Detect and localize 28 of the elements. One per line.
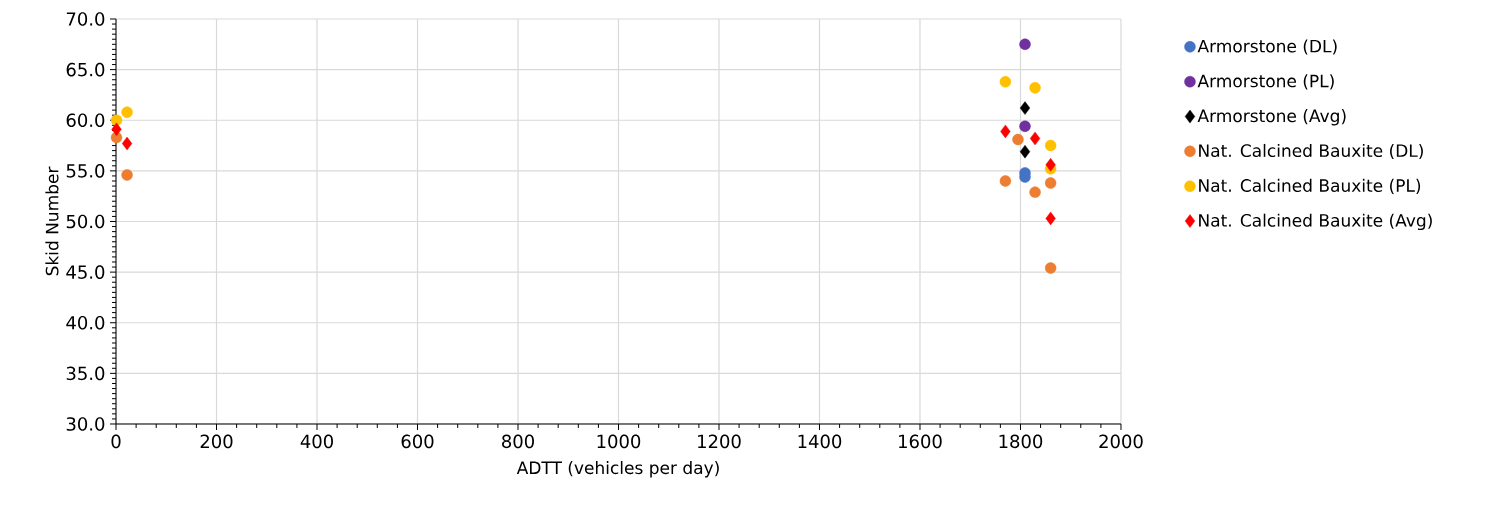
- x-tick-label: 1800: [999, 434, 1043, 449]
- y-axis-title: Skid Number: [45, 166, 59, 276]
- y-tick-label: 55.0: [66, 164, 105, 178]
- x-tick-label: 1600: [899, 434, 942, 449]
- legend-label: Nat. Calcined Bauxite (DL): [1199, 143, 1423, 160]
- x-tick-label: 1400: [798, 434, 842, 449]
- x-axis-title: ADTT (vehicles per day): [516, 460, 719, 478]
- legend-label: Nat. Calcined Bauxite (Avg): [1199, 213, 1432, 231]
- y-tick-label: 30.0: [66, 417, 105, 431]
- legend-label: Armorstone (PL): [1197, 74, 1334, 90]
- x-tick-label: 2000: [1099, 434, 1143, 449]
- x-tick-label: 800: [502, 434, 534, 449]
- y-tick-label: 70.0: [66, 12, 105, 26]
- y-tick-label: 65.0: [66, 62, 105, 77]
- x-tick-label: 1000: [597, 434, 641, 449]
- legend-label: Armorstone (DL): [1197, 39, 1337, 55]
- y-tick-label: 50.0: [66, 214, 105, 229]
- y-tick-label: 40.0: [66, 315, 105, 330]
- y-tick-label: 60.0: [66, 113, 105, 128]
- legend-label: Armorstone (Avg): [1197, 109, 1346, 126]
- legend-label: Nat. Calcined Bauxite (PL): [1199, 178, 1421, 194]
- x-tick-label: 0: [111, 434, 121, 449]
- x-tick-label: 400: [300, 434, 333, 449]
- y-tick-label: 35.0: [66, 366, 105, 381]
- x-tick-label: 600: [401, 434, 434, 449]
- y-tick-label: 45.0: [66, 265, 105, 279]
- x-tick-label: 1200: [698, 434, 741, 449]
- x-tick-label: 200: [200, 434, 233, 449]
